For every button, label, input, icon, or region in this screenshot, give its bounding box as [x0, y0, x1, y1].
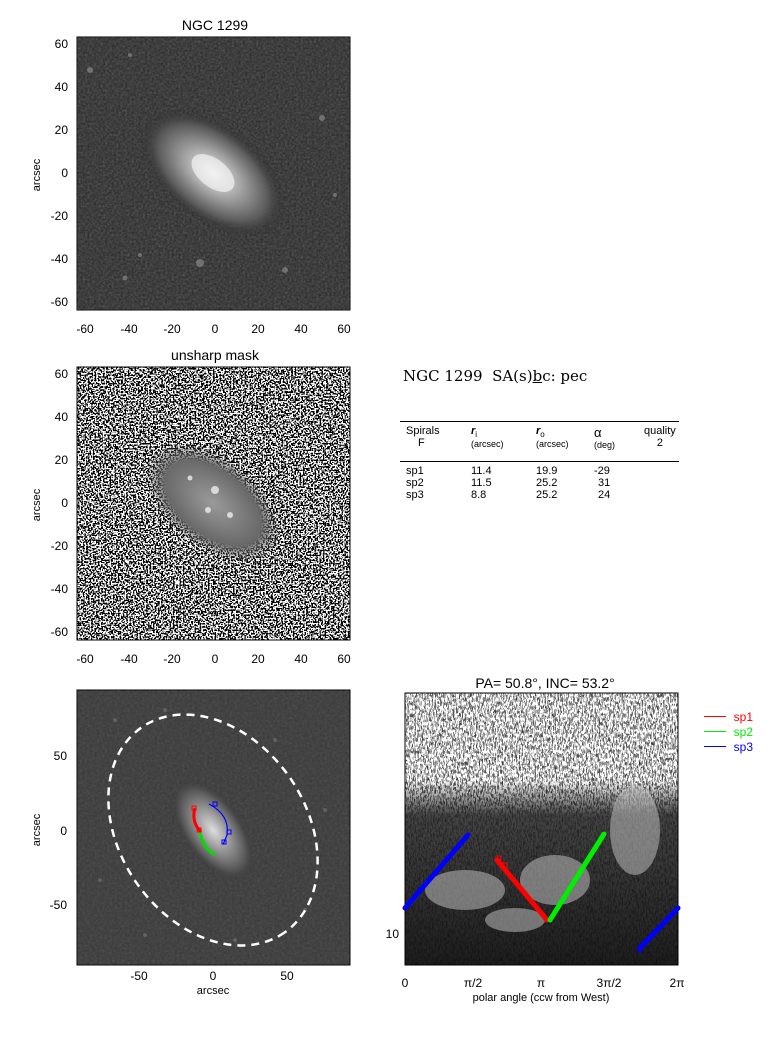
deprojected-x-label: arcsec — [197, 985, 230, 997]
deprojected-x-ticks: -50 0 50 — [130, 969, 294, 983]
legend-item: sp1 — [703, 709, 753, 724]
deprojected-y-ticks: 50 0 -50 — [50, 749, 68, 912]
svg-text:40: 40 — [294, 652, 308, 666]
mask-y-ticks: 60 40 20 0 -20 -40 -60 — [51, 367, 69, 639]
class-underlined: b — [532, 367, 543, 385]
table-row: sp1 11.4 19.9 -29 — [406, 465, 610, 477]
svg-text:-60: -60 — [76, 652, 94, 666]
spiral-legend: sp1 sp2 sp3 — [703, 709, 753, 754]
polar-panel: 0 π/2 π 3π/2 2π polar angle (ccw from We… — [386, 692, 685, 1004]
deprojection-ellipse — [107, 713, 319, 947]
table-top-rule — [400, 421, 679, 422]
col-spirals: Spirals F — [406, 425, 440, 449]
svg-text:-20: -20 — [51, 539, 69, 553]
svg-text:20: 20 — [55, 453, 69, 467]
svg-text:0: 0 — [210, 969, 217, 983]
class-suffix: c: pec — [542, 367, 588, 385]
mask-x-ticks: -60 -40 -20 0 20 40 60 — [76, 652, 351, 666]
polar-y-tick: 10 — [386, 927, 400, 941]
svg-text:-20: -20 — [163, 652, 181, 666]
svg-text:60: 60 — [55, 37, 69, 51]
svg-text:50: 50 — [54, 749, 68, 763]
svg-text:20: 20 — [55, 123, 69, 137]
col-quality: quality 2 — [644, 425, 676, 449]
svg-text:-20: -20 — [51, 209, 69, 223]
svg-text:-40: -40 — [51, 582, 69, 596]
svg-text:20: 20 — [251, 322, 265, 336]
svg-text:3π/2: 3π/2 — [597, 976, 622, 990]
svg-text:-50: -50 — [130, 969, 148, 983]
svg-text:20: 20 — [251, 652, 265, 666]
mask-y-label: arcsec — [31, 488, 43, 521]
svg-text:2π: 2π — [670, 976, 685, 990]
svg-text:40: 40 — [55, 80, 69, 94]
image-panel-title: NGC 1299 — [181, 17, 249, 33]
image-panel: -60 -40 -20 0 20 40 60 60 40 20 0 -20 -4… — [31, 36, 351, 336]
deprojected-panel: -50 0 50 arcsec 50 0 -50 arcsec — [31, 689, 351, 997]
mask-galaxy — [145, 443, 281, 563]
table-row: sp2 11.5 25.2 31 — [406, 477, 611, 489]
polar-x-ticks: 0 π/2 π 3π/2 2π — [402, 976, 685, 990]
svg-text:60: 60 — [337, 322, 351, 336]
svg-text:0: 0 — [61, 166, 68, 180]
svg-text:-60: -60 — [76, 322, 94, 336]
class-prefix: SA(s) — [492, 367, 533, 385]
galaxy-name: NGC 1299 — [403, 367, 483, 385]
table-row: sp3 8.8 25.2 24 — [406, 489, 611, 501]
legend-item: sp3 — [703, 739, 753, 754]
deprojected-y-label: arcsec — [31, 813, 43, 846]
col-ri: ri (arcsec) — [471, 425, 504, 450]
svg-text:π/2: π/2 — [464, 976, 483, 990]
galaxy-classification-title: NGC 1299 SA(s)bc: pec — [403, 367, 587, 385]
table-mid-rule — [400, 461, 679, 462]
image-y-label: arcsec — [31, 158, 43, 191]
image-x-ticks: -60 -40 -20 0 20 40 60 — [76, 322, 351, 336]
svg-text:60: 60 — [55, 367, 69, 381]
table-body: sp1 11.4 19.9 -29 sp2 11.5 25.2 31 sp3 8… — [406, 465, 626, 501]
svg-text:0: 0 — [60, 824, 67, 838]
svg-text:-60: -60 — [51, 625, 69, 639]
svg-text:-40: -40 — [120, 652, 138, 666]
svg-text:π: π — [537, 976, 545, 990]
svg-text:40: 40 — [294, 322, 308, 336]
polar-spiral-lines — [402, 831, 681, 951]
svg-text:0: 0 — [61, 496, 68, 510]
svg-text:60: 60 — [337, 652, 351, 666]
col-alpha: α (deg) — [594, 425, 616, 450]
polar-panel-title: PA= 50.8°, INC= 53.2° — [475, 675, 615, 691]
svg-text:0: 0 — [402, 976, 409, 990]
image-y-ticks: 60 40 20 0 -20 -40 -60 — [51, 37, 69, 309]
polar-x-label: polar angle (ccw from West) — [473, 992, 610, 1004]
mask-panel-title: unsharp mask — [171, 347, 259, 363]
svg-text:0: 0 — [212, 652, 219, 666]
svg-text:-40: -40 — [51, 252, 69, 266]
col-ro: ro (arcsec) — [536, 425, 569, 450]
svg-text:50: 50 — [280, 969, 294, 983]
svg-text:40: 40 — [55, 410, 69, 424]
svg-text:-60: -60 — [51, 295, 69, 309]
mask-panel: -60 -40 -20 0 20 40 60 60 40 20 0 -20 -4… — [31, 366, 351, 666]
svg-text:-40: -40 — [120, 322, 138, 336]
legend-item: sp2 — [703, 724, 753, 739]
svg-text:-20: -20 — [163, 322, 181, 336]
svg-text:-50: -50 — [50, 898, 68, 912]
svg-text:0: 0 — [212, 322, 219, 336]
